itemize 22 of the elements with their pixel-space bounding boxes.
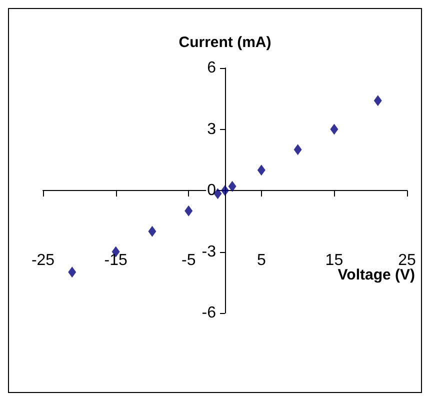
x-tick-label: -25 <box>31 252 55 269</box>
y-tick-label: 3 <box>207 120 216 138</box>
y-tick-label: 0 <box>207 182 216 199</box>
point <box>221 185 229 196</box>
point <box>148 226 156 237</box>
point <box>184 205 193 216</box>
y-tick-label: -3 <box>202 243 216 260</box>
point <box>330 124 338 135</box>
x-tick-label: -15 <box>104 252 128 269</box>
y-tick-label: 6 <box>207 60 216 76</box>
x-tick-label: 25 <box>398 252 416 269</box>
point <box>294 144 302 156</box>
x-tick-label: 15 <box>325 252 344 269</box>
x-tick-label: 5 <box>256 252 266 269</box>
y-axis-title: Current (mA) <box>178 34 272 51</box>
y-tick-label: -6 <box>202 304 216 322</box>
point <box>68 266 76 278</box>
point <box>257 164 266 176</box>
point <box>228 180 236 192</box>
point <box>374 95 382 106</box>
x-tick-label: -5 <box>181 252 196 269</box>
x-axis-title: Voltage (V) <box>338 266 416 284</box>
